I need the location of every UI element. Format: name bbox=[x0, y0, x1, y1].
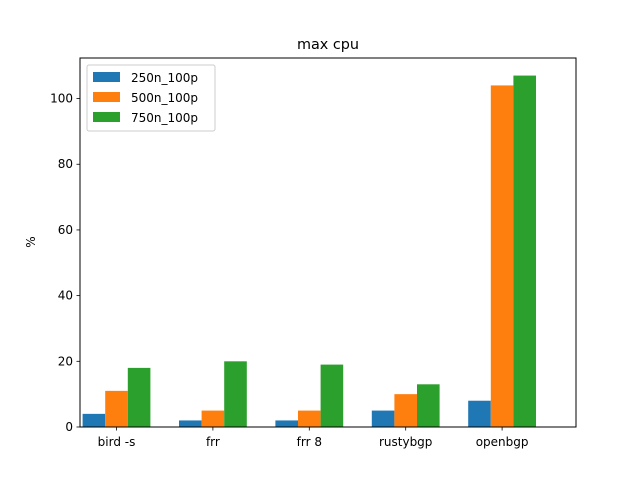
bar-500n_100p-frr bbox=[201, 410, 225, 427]
bar-500n_100p-openbgp bbox=[490, 85, 514, 428]
legend-swatch bbox=[93, 112, 120, 122]
x-axis: bird -s frr frr 8 rustybgp openbgp bbox=[98, 427, 529, 449]
bar-750n_100p-bird--s bbox=[127, 367, 151, 427]
bar-750n_100p-rustybgp bbox=[417, 384, 440, 427]
bar-750n_100p-frr-8 bbox=[320, 364, 344, 427]
y-axis-label: % bbox=[24, 236, 38, 247]
plot-frame bbox=[79, 57, 577, 428]
bar-500n_100p-rustybgp bbox=[394, 394, 417, 427]
bars-layer bbox=[82, 75, 536, 428]
x-tick-label: openbgp bbox=[476, 435, 529, 449]
legend-label: 750n_100p bbox=[131, 111, 198, 125]
y-axis: 0 20 40 60 80 100 bbox=[50, 92, 80, 434]
x-tick-label: frr bbox=[206, 435, 220, 449]
bar-500n_100p-bird--s bbox=[105, 390, 128, 427]
bar-750n_100p-frr bbox=[224, 361, 247, 427]
x-tick-label: frr 8 bbox=[297, 435, 322, 449]
bar-250n_100p-frr-8 bbox=[275, 420, 298, 427]
bar-250n_100p-frr bbox=[179, 420, 202, 427]
bar-250n_100p-openbgp bbox=[468, 400, 491, 427]
legend-swatch bbox=[93, 92, 120, 102]
x-tick-label: rustybgp bbox=[379, 435, 432, 449]
legend-swatch bbox=[93, 72, 120, 82]
x-tick-label: bird -s bbox=[98, 435, 136, 449]
bar-250n_100p-rustybgp bbox=[371, 410, 395, 427]
y-tick-label: 80 bbox=[58, 157, 73, 171]
legend-label: 500n_100p bbox=[131, 91, 198, 105]
y-tick-label: 60 bbox=[58, 223, 73, 237]
bar-750n_100p-openbgp bbox=[513, 75, 536, 427]
bar-500n_100p-frr-8 bbox=[298, 410, 321, 427]
bar-250n_100p-bird--s bbox=[82, 413, 106, 427]
y-tick-label: 20 bbox=[58, 354, 73, 368]
chart-title: max cpu bbox=[297, 37, 359, 53]
y-tick-label: 0 bbox=[65, 420, 73, 434]
y-tick-label: 40 bbox=[58, 289, 73, 303]
y-tick-label: 100 bbox=[50, 92, 73, 106]
legend: 250n_100p 500n_100p 750n_100p bbox=[86, 64, 216, 132]
legend-label: 250n_100p bbox=[131, 71, 198, 85]
